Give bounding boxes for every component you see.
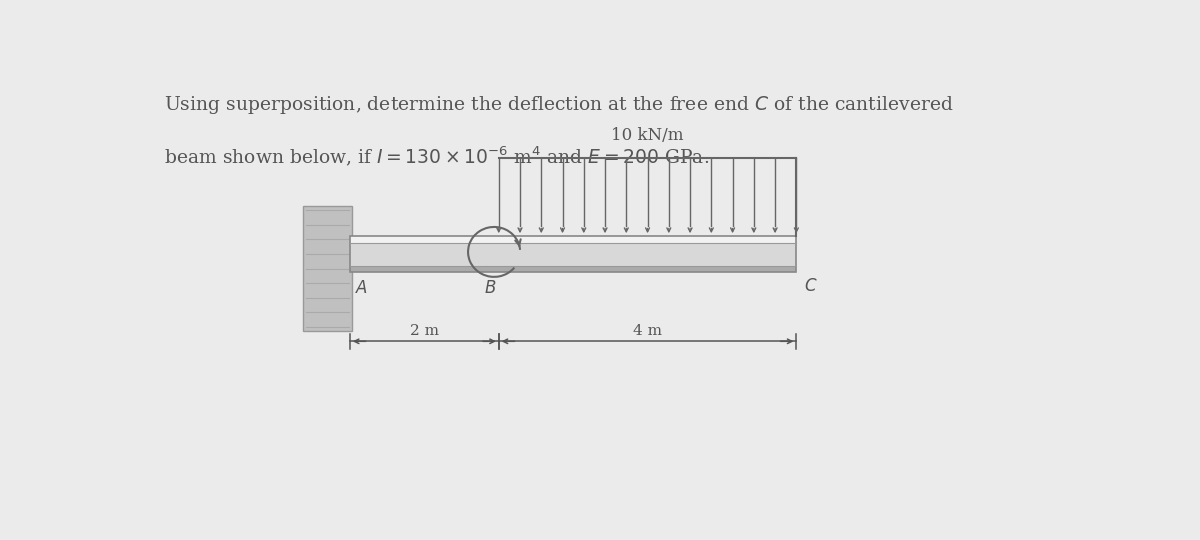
Text: Using superposition, determine the deflection at the free end $C$ of the cantile: Using superposition, determine the defle… xyxy=(164,94,954,116)
Text: $A$: $A$ xyxy=(355,280,367,297)
Text: 2 m: 2 m xyxy=(410,325,439,339)
Text: 4 m: 4 m xyxy=(634,325,662,339)
Bar xyxy=(350,237,797,244)
Text: $C$: $C$ xyxy=(804,278,817,295)
Text: 10 kN/m: 10 kN/m xyxy=(611,127,684,144)
Bar xyxy=(304,206,352,331)
Bar xyxy=(350,237,797,272)
Bar xyxy=(350,266,797,272)
Text: 40 kN $\cdot$ m: 40 kN $\cdot$ m xyxy=(520,254,596,269)
Text: $B$: $B$ xyxy=(484,280,496,297)
Text: beam shown below, if $I = 130 \times 10^{-6}$ m$^4$ and $E = 200$ GPa.: beam shown below, if $I = 130 \times 10^… xyxy=(164,144,709,167)
Bar xyxy=(350,244,797,266)
